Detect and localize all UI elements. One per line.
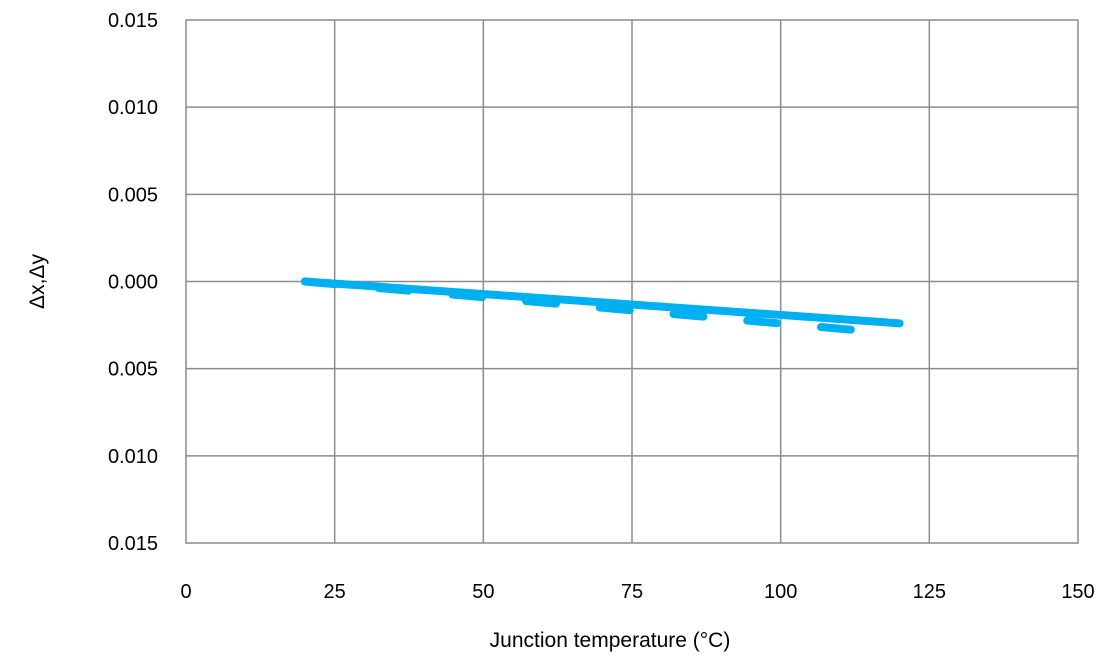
y-tick-label: 0.015 xyxy=(108,533,158,555)
y-tick-label: 0.005 xyxy=(108,184,158,206)
y-axis-title: Δx,Δy xyxy=(26,254,49,309)
y-axis-tick-labels: 0.015 0.010 0.005 0.000 0.005 0.010 0.015 xyxy=(108,10,158,555)
series-group xyxy=(300,277,904,335)
series-line-dashed xyxy=(300,277,862,335)
x-axis-tick-labels: 0 25 50 75 100 125 150 xyxy=(180,581,1094,603)
x-tick-label: 50 xyxy=(472,581,494,603)
plot-area xyxy=(185,19,1079,544)
y-tick-label: 0.015 xyxy=(108,10,158,32)
x-tick-label: 0 xyxy=(180,581,191,603)
x-tick-label: 25 xyxy=(324,581,346,603)
x-tick-label: 100 xyxy=(764,581,797,603)
y-tick-label: 0.000 xyxy=(108,272,158,294)
x-axis-title: Junction temperature (°C) xyxy=(490,629,731,652)
x-tick-label: 125 xyxy=(913,581,946,603)
x-tick-label: 75 xyxy=(621,581,643,603)
y-tick-label: 0.010 xyxy=(108,446,158,468)
x-tick-label: 150 xyxy=(1061,581,1094,603)
grid xyxy=(186,20,1078,543)
y-tick-label: 0.010 xyxy=(108,97,158,119)
y-tick-label: 0.005 xyxy=(108,359,158,381)
